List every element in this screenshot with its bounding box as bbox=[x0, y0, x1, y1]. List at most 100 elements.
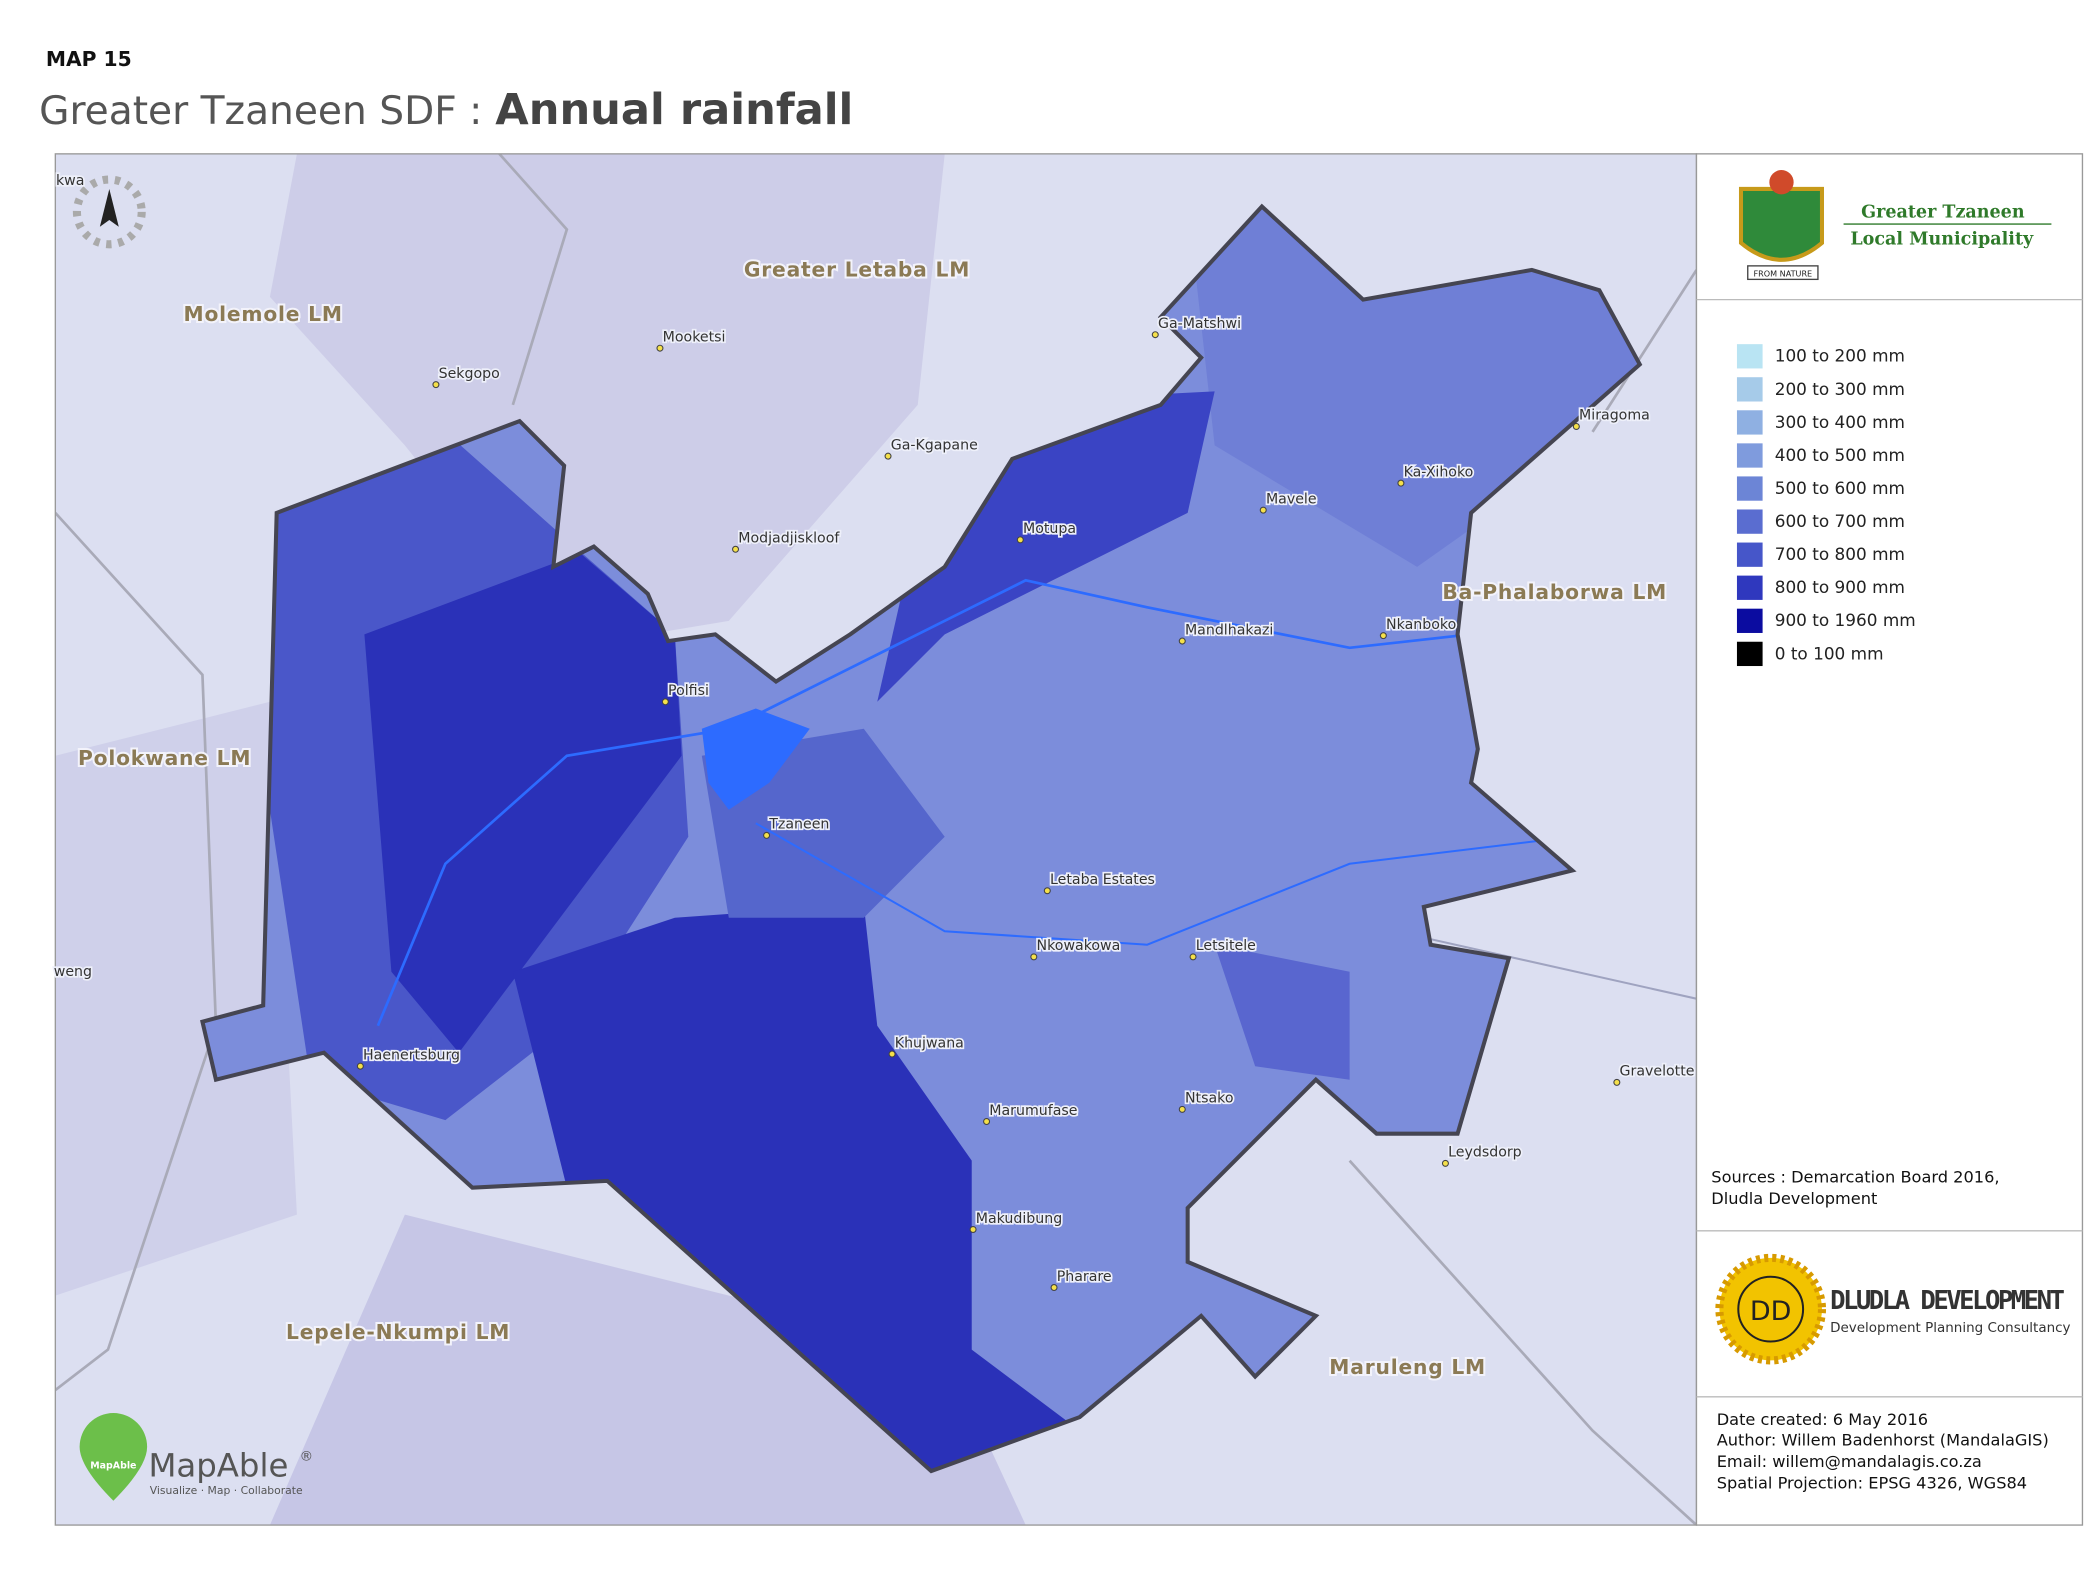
region-label: Greater Letaba LM bbox=[744, 258, 970, 282]
river bbox=[376, 578, 1472, 1027]
legend-swatch bbox=[1736, 542, 1763, 567]
boundary-line bbox=[1348, 1159, 1697, 1526]
dd-initials: DD bbox=[1750, 1296, 1792, 1327]
town-marker bbox=[1178, 1105, 1186, 1113]
map-number: MAP 15 bbox=[46, 47, 132, 71]
compass-ring bbox=[72, 175, 146, 249]
legend-label: 100 to 200 mm bbox=[1775, 346, 1905, 366]
town-label: Polfisi bbox=[668, 683, 709, 699]
dam bbox=[701, 708, 810, 810]
town-label: Ga-Kgapane bbox=[891, 437, 978, 453]
town-marker bbox=[983, 1118, 991, 1126]
town-marker bbox=[763, 831, 771, 839]
logo-line1: Greater Tzaneen bbox=[1861, 202, 2025, 222]
mapable-name: MapAble bbox=[148, 1446, 288, 1484]
rainfall-shade bbox=[269, 153, 945, 648]
town-marker bbox=[1178, 637, 1186, 645]
town-marker bbox=[1043, 887, 1051, 895]
town-label: Ga-Matshwi bbox=[1158, 316, 1241, 332]
legend-swatch bbox=[1736, 410, 1763, 435]
region-label: Polokwane LM bbox=[78, 746, 251, 770]
town-marker bbox=[1189, 953, 1197, 961]
legend-swatch bbox=[1736, 641, 1763, 667]
legend-label: 400 to 500 mm bbox=[1775, 445, 1905, 465]
region-label: Lepele-Nkumpi LM bbox=[286, 1320, 510, 1344]
legend-label: 0 to 100 mm bbox=[1775, 643, 1884, 663]
town-marker bbox=[1572, 422, 1580, 430]
town-marker bbox=[432, 381, 440, 389]
rainfall-shade bbox=[55, 701, 297, 1296]
town-label: Marumufase bbox=[989, 1103, 1077, 1119]
town-label: Tzaneen bbox=[768, 817, 829, 833]
sources-line: Sources : Demarcation Board 2016, bbox=[1711, 1167, 1999, 1186]
metadata-line: Author: Willem Badenhorst (MandalaGIS) bbox=[1717, 1430, 2049, 1449]
legend-swatch bbox=[1736, 608, 1763, 633]
town-label: Mandlhakazi bbox=[1185, 622, 1273, 638]
logo-line2: Local Municipality bbox=[1850, 229, 2034, 249]
town-label: Letaba Estates bbox=[1050, 872, 1155, 888]
town-marker bbox=[1613, 1078, 1621, 1086]
legend: 100 to 200 mm 200 to 300 mm 300 to 400 mm 4… bbox=[1736, 344, 1916, 667]
legend-swatch bbox=[1736, 476, 1763, 501]
dludla-logo: DD DLUDLA DEVELOPMENT Development Planni… bbox=[1715, 1253, 2071, 1365]
region-label: Molemole LM bbox=[184, 302, 343, 326]
legend-label: 700 to 800 mm bbox=[1775, 544, 1905, 564]
sources-line: Dludla Development bbox=[1711, 1189, 1877, 1208]
municipality-logo: FROM NATURE Greater Tzaneen Local Munici… bbox=[1738, 170, 2052, 281]
town-label: Motupa bbox=[1023, 521, 1076, 537]
arrow bbox=[99, 188, 119, 227]
legend-swatch bbox=[1736, 344, 1763, 369]
town-label: Miragoma bbox=[1579, 408, 1650, 424]
legend-swatch bbox=[1736, 443, 1763, 468]
town-marker bbox=[661, 698, 669, 706]
town-label: Pharare bbox=[1057, 1269, 1112, 1285]
town-label: Makudibung bbox=[976, 1211, 1062, 1227]
legend-label: 800 to 900 mm bbox=[1775, 577, 1905, 597]
map-labels: Molemole LM Greater Letaba LM Polokwane LM… bbox=[52, 171, 1696, 1381]
town-label: Nkanboko bbox=[1386, 617, 1456, 633]
title: Annual rainfall bbox=[495, 85, 853, 135]
motto: FROM NATURE bbox=[1754, 269, 1813, 279]
mapable-mark: ® bbox=[300, 1448, 313, 1464]
town-marker bbox=[656, 344, 664, 352]
region-label: kwa bbox=[56, 173, 84, 189]
river bbox=[755, 822, 1573, 946]
dd-tagline: Development Planning Consultancy bbox=[1830, 1320, 2070, 1336]
town-marker bbox=[888, 1050, 896, 1058]
legend-swatch bbox=[1736, 377, 1763, 402]
metadata-line: Spatial Projection: EPSG 4326, WGS84 bbox=[1717, 1474, 2027, 1493]
legend-label: 500 to 600 mm bbox=[1775, 478, 1905, 498]
town-label: Haenertsburg bbox=[363, 1047, 460, 1063]
town-label: Gravelotte bbox=[1620, 1064, 1695, 1080]
rainfall-zone bbox=[512, 904, 1080, 1472]
town-label: Ka-Xihoko bbox=[1404, 464, 1474, 480]
town-label: Modjadjiskloof bbox=[738, 531, 840, 547]
town-marker bbox=[1151, 331, 1159, 339]
town-label: Sekgopo bbox=[439, 366, 500, 382]
north-arrow bbox=[72, 175, 146, 249]
town-marker bbox=[1030, 953, 1038, 961]
metadata-line: Email: willem@mandalagis.co.za bbox=[1717, 1452, 1982, 1471]
town-marker bbox=[1050, 1284, 1058, 1292]
town-marker bbox=[356, 1062, 364, 1070]
rainfall-shade bbox=[269, 1214, 1026, 1526]
metadata-line: Date created: 6 May 2016 bbox=[1717, 1410, 1928, 1429]
town-marker bbox=[1016, 536, 1024, 544]
legend-label: 600 to 700 mm bbox=[1775, 511, 1905, 531]
title-prefix: Greater Tzaneen SDF : bbox=[39, 89, 482, 134]
town-label: Nkowakowa bbox=[1037, 938, 1121, 954]
map-area bbox=[55, 153, 1697, 1526]
dd-name: DLUDLA DEVELOPMENT bbox=[1830, 1286, 2065, 1316]
town-marker bbox=[732, 545, 740, 553]
town-label: Mooketsi bbox=[663, 329, 726, 345]
boundary-line bbox=[498, 153, 569, 406]
town-label: Mavele bbox=[1266, 491, 1317, 507]
rainfall-zone bbox=[1214, 944, 1350, 1080]
legend-label: 900 to 1960 mm bbox=[1775, 610, 1916, 630]
boundary-line bbox=[1591, 269, 1697, 433]
mapable-tagline: Visualize · Map · Collaborate bbox=[150, 1484, 303, 1497]
legend-swatch bbox=[1736, 575, 1763, 600]
town-marker bbox=[1259, 506, 1267, 514]
